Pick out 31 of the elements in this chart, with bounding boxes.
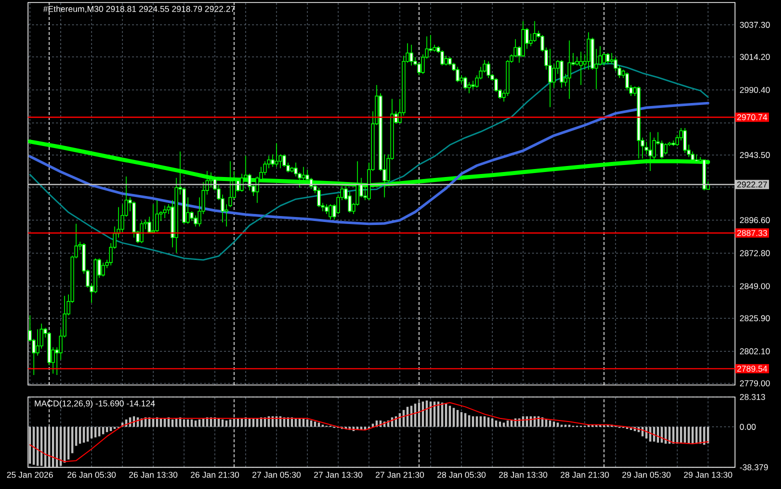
x-tick-label: 26 Jan 05:30: [68, 472, 116, 478]
y-tick-label: 28.313: [740, 394, 766, 400]
y-tick-label: 2779.00: [740, 380, 770, 386]
chart-title: #Ethereum,M30 2918.81 2924.55 2918.79 2922.27: [43, 6, 235, 13]
x-tick-label: 28 Jan 21:30: [560, 472, 609, 478]
ref-line-label: 2887.33: [737, 230, 768, 236]
y-tick-label: 2943.50: [740, 152, 770, 158]
y-tick-label: 2896.60: [740, 217, 770, 224]
x-tick-label: 27 Jan 21:30: [376, 472, 424, 478]
x-tick-label: 27 Jan 13:30: [314, 472, 362, 478]
y-tick-label: 2825.90: [740, 315, 770, 322]
y-tick-label: -38.379: [740, 464, 768, 470]
ref-line-label: 2970.74: [737, 114, 768, 120]
chart-title: MACD(12,26,9) -15.690 -14.124: [34, 400, 155, 408]
ref-line-label: 2789.54: [737, 366, 768, 372]
x-tick-label: 28 Jan 13:30: [499, 472, 548, 478]
y-tick-label: 2802.10: [740, 348, 770, 354]
x-tick-label: 25 Jan 2026: [7, 472, 53, 478]
x-tick-label: 26 Jan 13:30: [129, 472, 178, 478]
y-tick-label: 0.00: [740, 424, 756, 430]
x-tick-label: 28 Jan 05:30: [437, 472, 486, 478]
ref-line-label: 2922.27: [737, 182, 767, 188]
y-tick-label: 2849.00: [740, 283, 770, 290]
x-tick-label: 26 Jan 21:30: [190, 472, 239, 478]
y-tick-label: 3037.30: [740, 22, 770, 28]
y-tick-label: 3014.20: [740, 54, 770, 60]
x-tick-label: 29 Jan 13:30: [684, 472, 732, 478]
x-tick-label: 27 Jan 05:30: [252, 472, 301, 478]
y-tick-label: 2990.40: [740, 86, 770, 93]
y-tick-label: 2872.80: [740, 250, 770, 256]
x-tick-label: 29 Jan 05:30: [622, 472, 671, 478]
